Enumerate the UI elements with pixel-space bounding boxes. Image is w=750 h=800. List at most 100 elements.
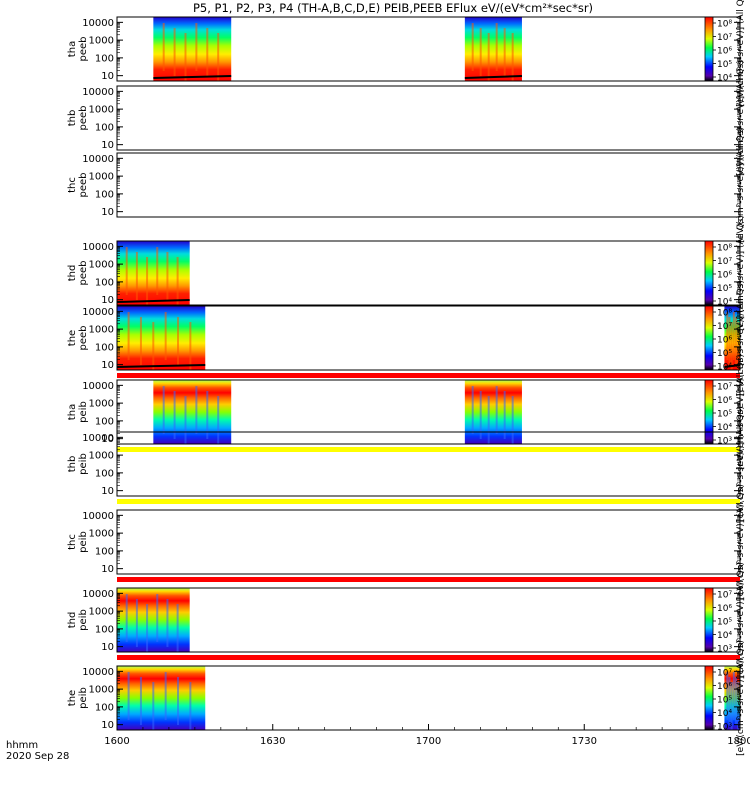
flag-bar-red — [117, 577, 740, 582]
spectral-streak — [487, 396, 490, 444]
colorbar-tick-label: 10⁶ — [717, 604, 732, 614]
spectral-streak — [139, 317, 142, 365]
panel-frame — [116, 587, 741, 653]
y-tick-label: 1000 — [89, 172, 114, 183]
x-tick-label: 1600 — [104, 736, 129, 747]
spectral-streak — [735, 677, 738, 725]
x-axis: hhmm 2020 Sep 28 1600 1630 1700 1730 1800 — [6, 724, 750, 762]
panel-tha-peeb: 10000 1000 100 10 tha peeb 10⁸ 10⁷ 10⁶ 10⁵ 10⁴ [eV/… — [67, 0, 746, 107]
spectral-streak — [471, 23, 474, 71]
colorbar-tick-label: 10⁸ — [717, 20, 732, 30]
spacecraft-potential-trace — [116, 364, 206, 368]
x-axis-date-label: 2020 Sep 28 — [6, 751, 69, 762]
y-tick-label: 10000 — [82, 242, 114, 253]
colorbar-tick-label: 10⁷ — [717, 33, 732, 43]
panel-label-instrument: peeb — [78, 173, 89, 198]
y-tick-label: 100 — [95, 416, 114, 427]
flag-bar-yellow — [117, 447, 740, 452]
panel-label-probe: tha — [67, 404, 78, 420]
y-tick-label: 10 — [101, 720, 114, 731]
panel-thd-peeb: 10000 1000 100 10 thd peeb 10⁸ 10⁷ 10⁶ 10⁵ 10⁴ [eV/… — [67, 215, 746, 331]
spacecraft-potential-trace — [724, 364, 741, 368]
colorbar-tick-label: 10⁵ — [717, 284, 732, 294]
spectral-streak — [177, 677, 180, 725]
y-tick-label: 10000 — [82, 87, 114, 98]
spectral-streak — [125, 594, 128, 642]
colorbar-tick-label: 10⁴ — [717, 631, 732, 641]
y-tick-label: 10000 — [82, 511, 114, 522]
spectral-streak — [726, 312, 729, 360]
spacecraft-potential-trace — [116, 299, 190, 303]
panel-frame — [116, 85, 741, 151]
colorbar-tick-label: 10⁵ — [717, 696, 732, 706]
panel-thd-peib: 10000 1000 100 10 thd peib 10⁷ 10⁶ 10⁵ 10⁴ 10³ [eV/… — [67, 562, 746, 678]
colorbar-tick-label: 10⁶ — [717, 47, 732, 57]
colorbar — [704, 240, 714, 306]
spectral-streak — [471, 386, 474, 434]
spectral-streak — [135, 252, 138, 300]
colorbar-tick-label: 10⁴ — [717, 709, 732, 719]
colorbar — [704, 587, 714, 653]
spectrogram-block — [117, 306, 206, 370]
y-tick-label: 1000 — [89, 36, 114, 47]
colorbar-tick-label: 10³ — [717, 723, 732, 733]
x-tick-label: 1630 — [260, 736, 285, 747]
flag-bar-yellow — [117, 499, 740, 504]
panel-frame — [116, 665, 741, 731]
spectral-streak — [503, 28, 506, 76]
x-tick-label: 1800 — [727, 736, 750, 747]
panel-label-probe: thb — [67, 456, 78, 473]
spectral-streak — [503, 391, 506, 439]
spectral-streak — [135, 599, 138, 647]
spectral-streak — [176, 604, 179, 652]
colorbar-tick-label: 10⁷ — [717, 383, 732, 393]
colorbar-tick-label: 10⁶ — [717, 336, 732, 346]
spectral-streak — [487, 33, 490, 81]
y-tick-label: 100 — [95, 546, 114, 557]
spectral-streak — [189, 682, 192, 730]
spectral-streak — [726, 672, 729, 720]
spectral-streak — [127, 312, 130, 360]
spectral-streak — [176, 257, 179, 305]
y-tick-label: 10 — [101, 207, 114, 218]
spectral-streak — [184, 33, 187, 81]
panel-label-probe: thb — [67, 110, 78, 127]
panel-label-instrument: peib — [78, 401, 89, 423]
y-tick-label: 10000 — [82, 307, 114, 318]
x-tick-label: 1730 — [572, 736, 597, 747]
y-tick-label: 10 — [101, 642, 114, 653]
y-tick-label: 10 — [101, 486, 114, 497]
colorbar-unit-label: [eV/(cm²-s-sr-eV)] (All Qs) — [736, 280, 746, 396]
y-tick-label: 1000 — [89, 685, 114, 696]
spectrogram-block — [117, 666, 206, 730]
spectral-streak — [511, 33, 514, 81]
spectral-streak — [184, 396, 187, 444]
spacecraft-potential-trace — [153, 75, 232, 79]
spectral-streak — [177, 317, 180, 365]
spectral-streak — [479, 391, 482, 439]
spectral-streak — [125, 247, 128, 295]
colorbar-unit-label: [eV/(cm²-s-sr-eV)] (All Qs) — [736, 127, 746, 243]
spectrogram-block — [153, 380, 232, 444]
y-tick-label: 10000 — [82, 18, 114, 29]
y-tick-label: 1000 — [89, 451, 114, 462]
panel-label-probe: the — [67, 330, 78, 346]
panel-label-probe: the — [67, 690, 78, 706]
x-axis-unit-label: hhmm — [6, 740, 38, 751]
colorbar — [704, 305, 714, 371]
panel-frame — [116, 240, 741, 306]
panel-label-probe: thc — [67, 177, 78, 193]
panel-frame — [116, 431, 741, 497]
spectral-streak — [728, 317, 731, 365]
spectral-streak — [732, 672, 735, 720]
y-tick-label: 100 — [95, 468, 114, 479]
spectral-streak — [166, 252, 169, 300]
spectral-streak — [737, 322, 740, 370]
y-tick-label: 1000 — [89, 260, 114, 271]
colorbar-tick-label: 10⁶ — [717, 271, 732, 281]
colorbar-tick-label: 10⁴ — [717, 298, 732, 308]
spectral-streak — [511, 396, 514, 444]
colorbar-tick-label: 10⁵ — [717, 60, 732, 70]
colorbar-tick-label: 10⁷ — [717, 669, 732, 679]
colorbar — [704, 379, 714, 445]
